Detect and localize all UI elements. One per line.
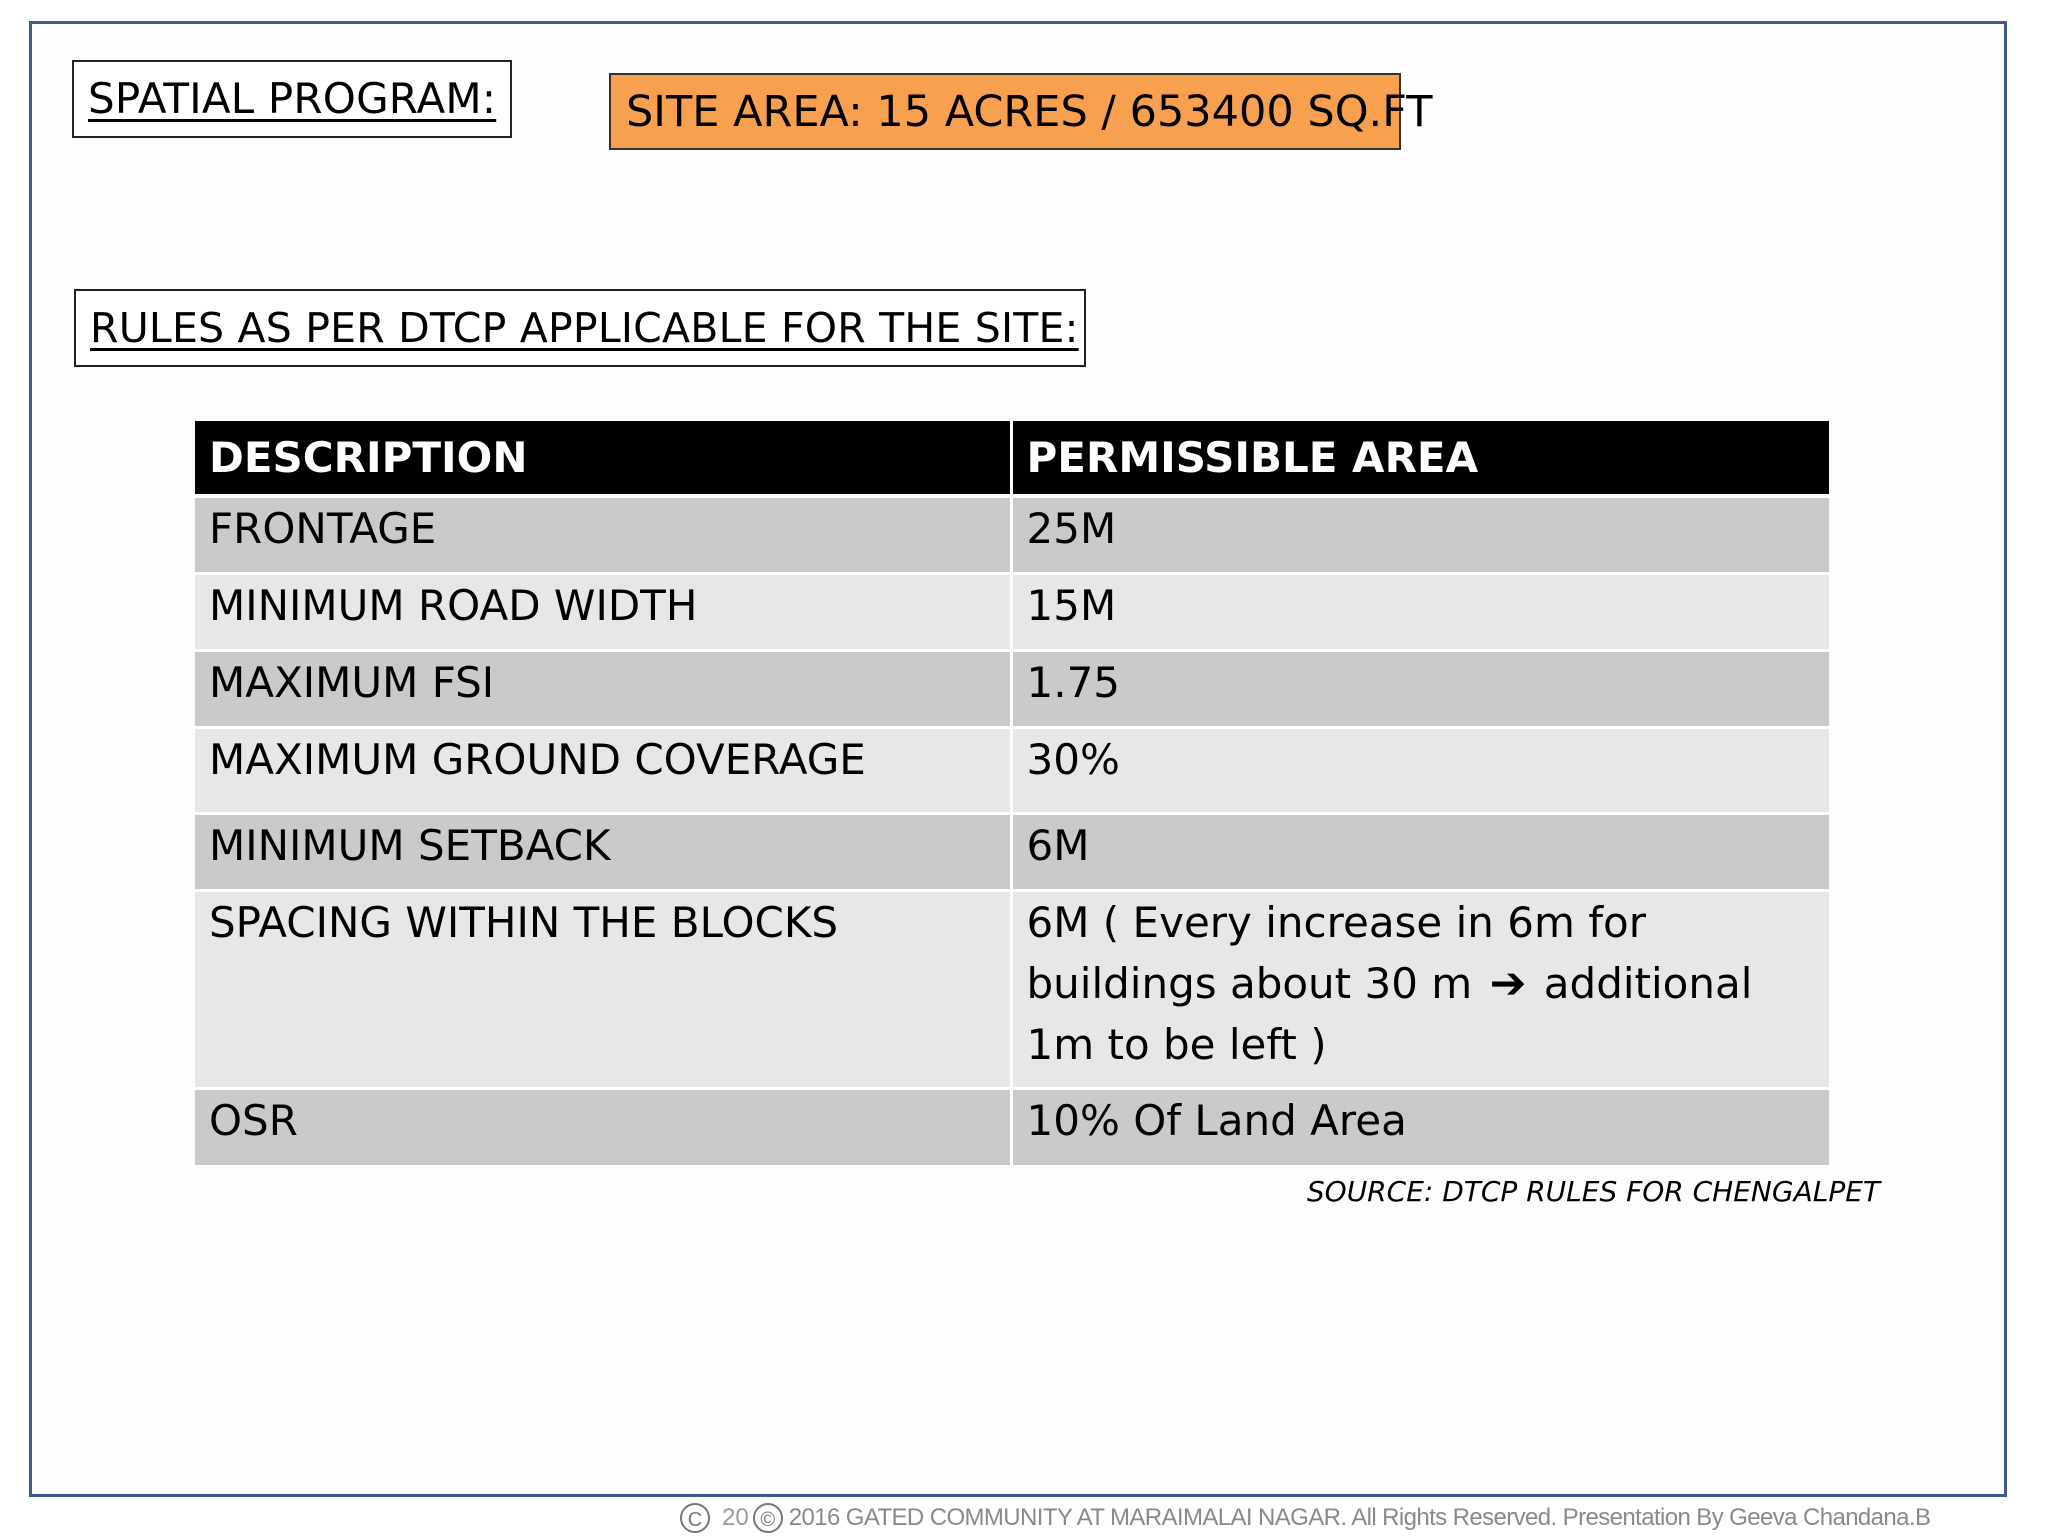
row-description: MAXIMUM GROUND COVERAGE xyxy=(195,725,1011,813)
spatial-program-label: SPATIAL PROGRAM: xyxy=(72,60,512,138)
copyright-icon: © xyxy=(752,1503,783,1533)
rules-heading: RULES AS PER DTCP APPLICABLE FOR THE SIT… xyxy=(74,289,1086,367)
row-value: 6M xyxy=(1009,811,1829,890)
row-value: 25M xyxy=(1009,494,1829,573)
row-value-line: 1m to be left ) xyxy=(1026,1019,1327,1069)
row-value-text: buildings about 30 m xyxy=(1026,958,1473,1008)
row-value-text: additional xyxy=(1543,958,1753,1008)
source-note: SOURCE: DTCP RULES FOR CHENGALPET xyxy=(1306,1175,1880,1208)
row-value-line: 6M ( Every increase in 6m for xyxy=(1026,897,1647,947)
row-value: 10% Of Land Area xyxy=(1009,1086,1829,1165)
row-description: FRONTAGE xyxy=(195,494,1011,573)
column-header-permissible-area: PERMISSIBLE AREA xyxy=(1009,421,1829,498)
table-header-row: DESCRIPTION PERMISSIBLE AREA xyxy=(195,421,1829,498)
table-row: SPACING WITHIN THE BLOCKS 6M ( Every inc… xyxy=(195,888,1829,1088)
column-header-description: DESCRIPTION xyxy=(195,421,1011,498)
right-arrow-icon: ➔ xyxy=(1489,957,1527,1009)
row-description: SPACING WITHIN THE BLOCKS xyxy=(195,888,1011,1088)
row-value: 1.75 xyxy=(1009,648,1829,727)
site-area-banner: SITE AREA: 15 ACRES / 653400 SQ.FT xyxy=(609,73,1432,150)
table-row: OSR 10% Of Land Area xyxy=(195,1086,1829,1165)
rules-table: DESCRIPTION PERMISSIBLE AREA FRONTAGE 25… xyxy=(195,421,1829,1165)
row-value: 6M ( Every increase in 6m for buildings … xyxy=(1009,888,1829,1088)
row-description: MINIMUM SETBACK xyxy=(195,811,1011,890)
footer-year: 20 xyxy=(722,1504,749,1531)
row-description: MINIMUM ROAD WIDTH xyxy=(195,571,1011,650)
footer-copyright-text: 2016 GATED COMMUNITY AT MARAIMALAI NAGAR… xyxy=(788,1504,1931,1531)
footer: C 20 © 2016 GATED COMMUNITY AT MARAIMALA… xyxy=(680,1500,2044,1536)
table-row: MAXIMUM GROUND COVERAGE 30% xyxy=(195,725,1829,813)
row-description: OSR xyxy=(195,1086,1011,1165)
row-description: MAXIMUM FSI xyxy=(195,648,1011,727)
table-row: MINIMUM SETBACK 6M xyxy=(195,811,1829,890)
table-row: MAXIMUM FSI 1.75 xyxy=(195,648,1829,727)
row-value-line: buildings about 30 m ➔ additional xyxy=(1027,953,1816,1014)
row-value: 15M xyxy=(1009,571,1829,650)
row-value: 30% xyxy=(1009,725,1829,813)
copyright-icon: C xyxy=(680,1503,710,1533)
table-row: MINIMUM ROAD WIDTH 15M xyxy=(195,571,1829,650)
table-row: FRONTAGE 25M xyxy=(195,494,1829,573)
